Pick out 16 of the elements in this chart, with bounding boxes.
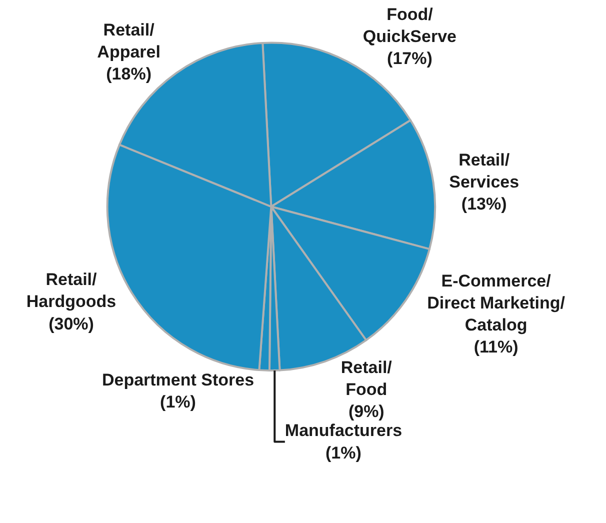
slice-label: E-Commerce/ Direct Marketing/ Catalog [427,271,566,335]
data-label: (11%) [474,338,518,357]
data-label: (17%) [387,49,432,68]
slice-label: Retail/ Services [449,150,520,192]
slice-label: Retail/ Hardgoods [26,270,116,312]
data-label: (1%) [326,443,362,462]
slice-label: Manufacturers [284,421,402,440]
slice-label: Department Stores [102,370,254,390]
data-label: (1%) [160,392,196,412]
data-label: (30%) [48,314,94,334]
data-label: (18%) [106,64,152,84]
slice-label: Food/ QuickServe [362,4,456,46]
slice-label: Retail/ Food [340,358,392,400]
slice-label: Retail/ Apparel [97,20,160,62]
data-label: (9%) [348,402,384,422]
data-label: (13%) [461,194,507,214]
